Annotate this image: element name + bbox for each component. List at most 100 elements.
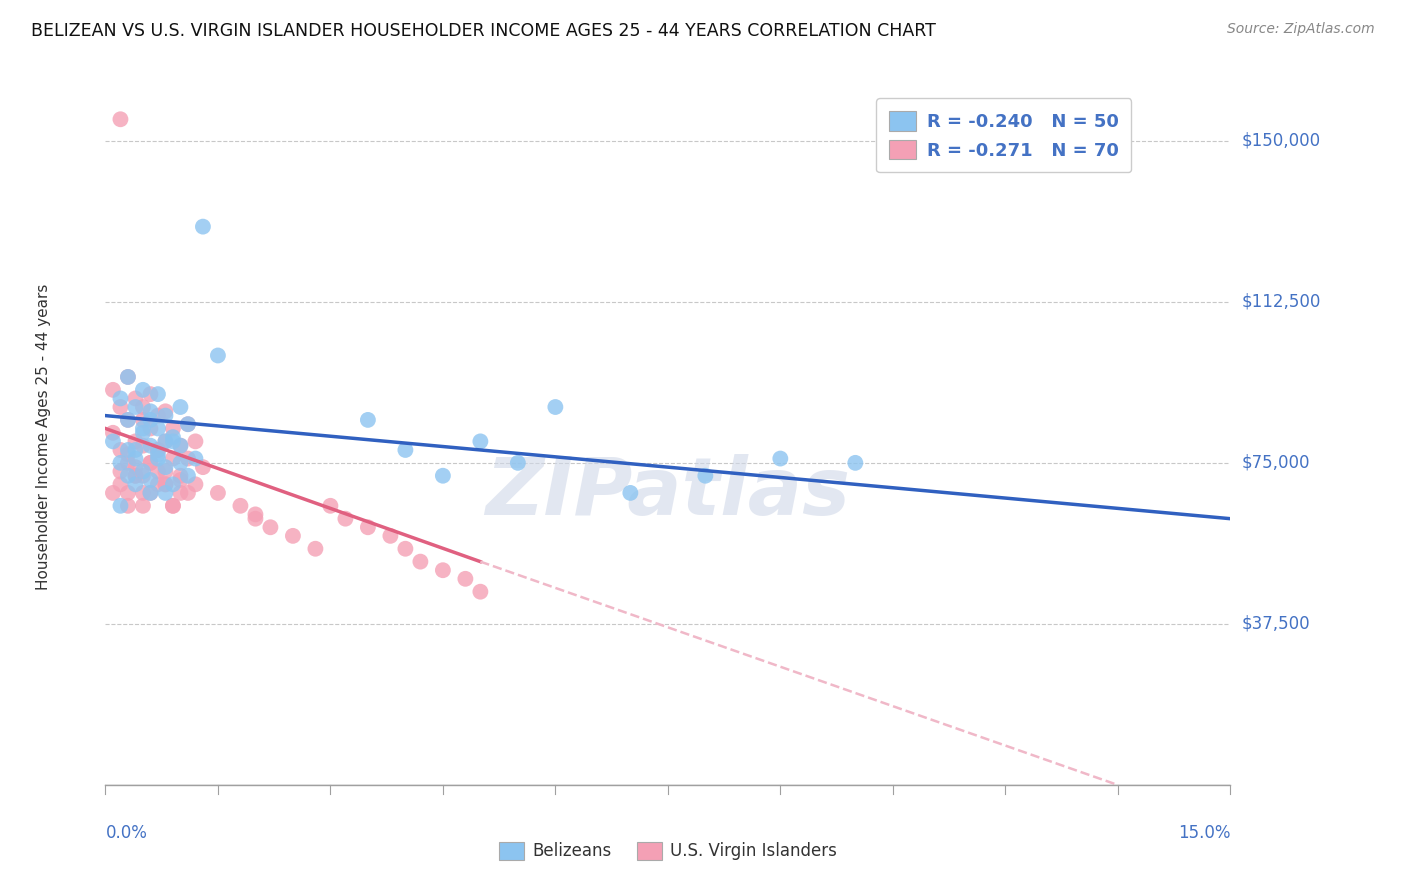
Text: $150,000: $150,000 xyxy=(1241,132,1320,150)
Point xyxy=(229,499,252,513)
Point xyxy=(357,413,380,427)
Point xyxy=(169,400,191,414)
Point xyxy=(207,486,229,500)
Point xyxy=(124,468,146,483)
Point xyxy=(101,383,124,397)
Point xyxy=(259,520,281,534)
Point xyxy=(177,417,200,432)
Point xyxy=(139,387,162,401)
Point xyxy=(357,520,380,534)
Point xyxy=(380,529,402,543)
Text: Householder Income Ages 25 - 44 years: Householder Income Ages 25 - 44 years xyxy=(37,284,51,591)
Point xyxy=(146,442,169,457)
Point xyxy=(110,499,132,513)
Point xyxy=(155,409,177,423)
Point xyxy=(146,409,169,423)
Legend: R = -0.240   N = 50, R = -0.271   N = 70: R = -0.240 N = 50, R = -0.271 N = 70 xyxy=(876,98,1132,172)
Point xyxy=(506,456,529,470)
Point xyxy=(169,473,191,487)
Point xyxy=(117,413,139,427)
Point xyxy=(139,486,162,500)
Point xyxy=(335,511,357,525)
Point xyxy=(124,434,146,449)
Point xyxy=(162,430,184,444)
Point xyxy=(432,468,454,483)
Point xyxy=(132,383,155,397)
Point xyxy=(124,477,146,491)
Point xyxy=(124,460,146,475)
Point xyxy=(177,468,200,483)
Point xyxy=(184,451,207,466)
Point xyxy=(132,499,155,513)
Point xyxy=(432,563,454,577)
Point xyxy=(155,477,177,491)
Point xyxy=(124,442,146,457)
Point xyxy=(117,456,139,470)
Point xyxy=(695,468,717,483)
Point xyxy=(101,434,124,449)
Point xyxy=(155,434,177,449)
Point xyxy=(139,404,162,418)
Point xyxy=(470,584,492,599)
Text: BELIZEAN VS U.S. VIRGIN ISLANDER HOUSEHOLDER INCOME AGES 25 - 44 YEARS CORRELATI: BELIZEAN VS U.S. VIRGIN ISLANDER HOUSEHO… xyxy=(31,22,936,40)
Point xyxy=(844,456,866,470)
Point xyxy=(319,499,342,513)
Point xyxy=(177,451,200,466)
Point xyxy=(162,499,184,513)
Text: Source: ZipAtlas.com: Source: ZipAtlas.com xyxy=(1227,22,1375,37)
Point xyxy=(110,442,132,457)
Point xyxy=(281,529,304,543)
Point xyxy=(110,112,132,127)
Point xyxy=(132,486,155,500)
Point xyxy=(101,425,124,440)
Point xyxy=(169,456,191,470)
Point xyxy=(146,465,169,479)
Point xyxy=(207,349,229,363)
Point xyxy=(162,499,184,513)
Point xyxy=(117,413,139,427)
Point xyxy=(169,439,191,453)
Point xyxy=(177,486,200,500)
Point xyxy=(117,499,139,513)
Point xyxy=(191,219,214,234)
Point xyxy=(117,468,139,483)
Point xyxy=(132,465,155,479)
Point xyxy=(110,400,132,414)
Point xyxy=(155,460,177,475)
Point xyxy=(155,434,177,449)
Point xyxy=(146,447,169,461)
Point xyxy=(155,477,177,491)
Point xyxy=(769,451,792,466)
Point xyxy=(139,456,162,470)
Point xyxy=(117,486,139,500)
Point xyxy=(470,434,492,449)
Point xyxy=(162,421,184,435)
Point xyxy=(245,508,267,522)
Point xyxy=(124,392,146,406)
Point xyxy=(117,370,139,384)
Point xyxy=(155,486,177,500)
Point xyxy=(139,473,162,487)
Point xyxy=(101,486,124,500)
Point xyxy=(132,413,155,427)
Point xyxy=(146,387,169,401)
Point xyxy=(155,404,177,418)
Text: $112,500: $112,500 xyxy=(1241,293,1320,310)
Point xyxy=(162,451,184,466)
Point xyxy=(139,421,162,435)
Point xyxy=(139,439,162,453)
Point xyxy=(110,477,132,491)
Point xyxy=(110,392,132,406)
Point xyxy=(146,442,169,457)
Point xyxy=(394,442,416,457)
Point xyxy=(409,555,432,569)
Point xyxy=(117,442,139,457)
Point xyxy=(146,477,169,491)
Point xyxy=(132,425,155,440)
Point xyxy=(132,439,155,453)
Point xyxy=(124,451,146,466)
Point xyxy=(132,468,155,483)
Point xyxy=(132,400,155,414)
Point xyxy=(304,541,326,556)
Point xyxy=(169,468,191,483)
